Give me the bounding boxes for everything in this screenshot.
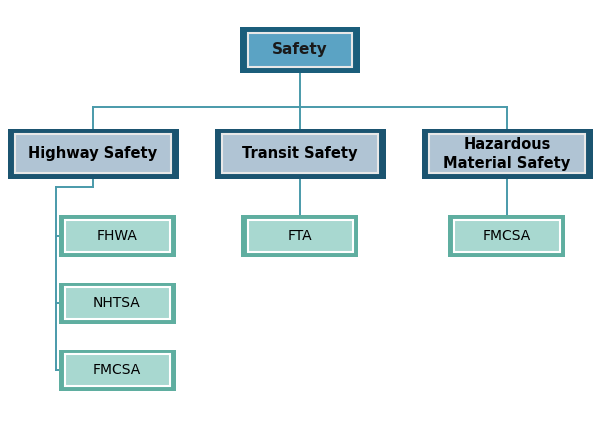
Text: FTA: FTA [287, 229, 313, 243]
FancyBboxPatch shape [65, 354, 170, 387]
Text: FHWA: FHWA [97, 229, 137, 243]
FancyBboxPatch shape [240, 27, 360, 72]
FancyBboxPatch shape [248, 220, 353, 252]
FancyBboxPatch shape [455, 220, 560, 252]
FancyBboxPatch shape [241, 215, 358, 256]
FancyBboxPatch shape [65, 287, 170, 320]
FancyBboxPatch shape [430, 134, 584, 173]
FancyBboxPatch shape [65, 220, 170, 252]
FancyBboxPatch shape [421, 129, 593, 178]
FancyBboxPatch shape [248, 33, 352, 67]
FancyBboxPatch shape [8, 129, 179, 178]
FancyBboxPatch shape [59, 283, 176, 324]
FancyBboxPatch shape [223, 134, 378, 173]
Text: FMCSA: FMCSA [93, 363, 141, 377]
FancyBboxPatch shape [215, 129, 386, 178]
Text: NHTSA: NHTSA [93, 296, 141, 310]
FancyBboxPatch shape [16, 134, 170, 173]
Text: Safety: Safety [272, 42, 328, 57]
FancyBboxPatch shape [448, 215, 565, 256]
Text: Hazardous
Material Safety: Hazardous Material Safety [443, 137, 571, 171]
FancyBboxPatch shape [59, 350, 176, 391]
FancyBboxPatch shape [59, 215, 176, 256]
Text: FMCSA: FMCSA [483, 229, 531, 243]
Text: Highway Safety: Highway Safety [28, 146, 158, 161]
Text: Transit Safety: Transit Safety [242, 146, 358, 161]
